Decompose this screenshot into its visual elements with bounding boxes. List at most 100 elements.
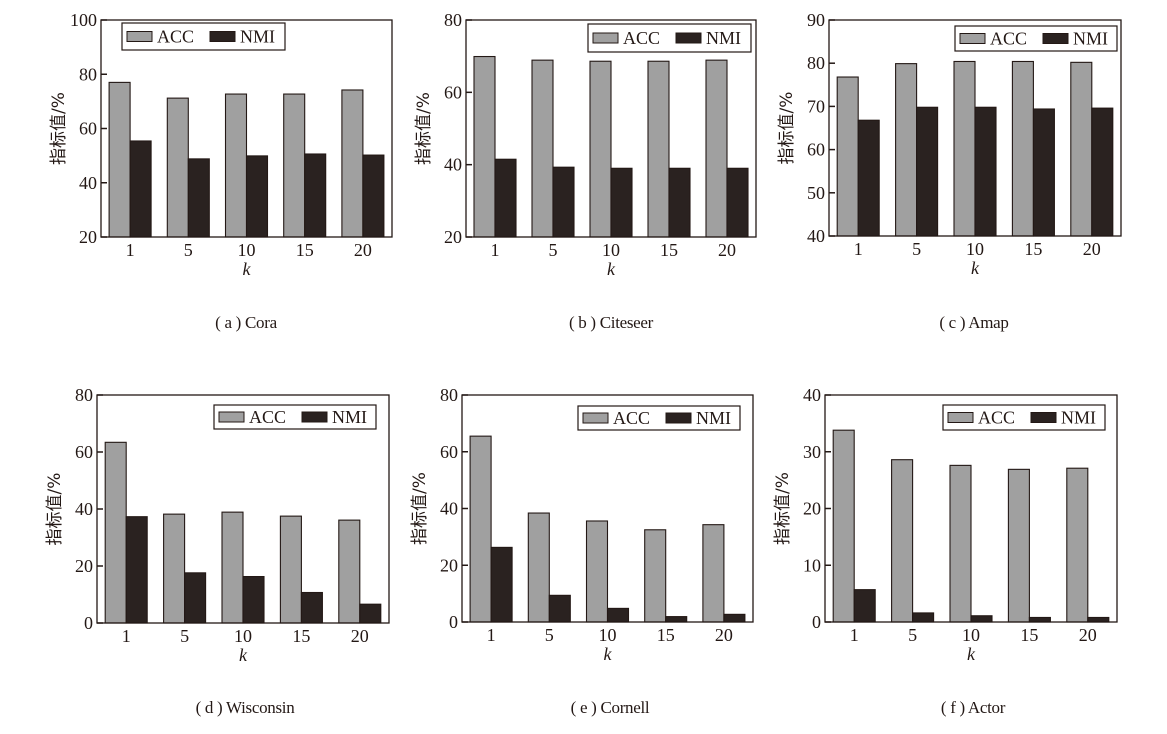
caption-c: ( c ) Amap bbox=[939, 313, 1009, 332]
y-tick-label: 90 bbox=[807, 10, 825, 30]
x-axis-label: k bbox=[604, 644, 613, 664]
x-tick-label: 10 bbox=[599, 625, 617, 645]
x-tick-label: 20 bbox=[715, 625, 733, 645]
y-tick-label: 20 bbox=[79, 227, 97, 247]
y-tick-label: 40 bbox=[807, 226, 825, 246]
caption-a: ( a ) Cora bbox=[215, 313, 277, 332]
bar-acc-k5 bbox=[891, 459, 914, 623]
y-tick-label: 100 bbox=[70, 10, 97, 30]
y-tick-label: 20 bbox=[440, 555, 458, 575]
x-tick-label: 20 bbox=[718, 240, 736, 260]
legend-label-acc: ACC bbox=[623, 28, 660, 48]
bar-acc-k1 bbox=[832, 429, 855, 623]
legend: ACC NMI bbox=[577, 405, 741, 431]
y-tick-label: 0 bbox=[84, 613, 93, 633]
x-tick-label: 5 bbox=[180, 626, 189, 646]
x-tick-label: 1 bbox=[854, 239, 863, 259]
x-tick-label: 10 bbox=[234, 626, 252, 646]
bar-acc-k1 bbox=[473, 55, 496, 238]
y-tick-label: 10 bbox=[803, 555, 821, 575]
bar-acc-k5 bbox=[531, 59, 554, 238]
chart-panel-d: 0 20 40 60 80 1 5 10 15 20 k 指标值/% ACC NMI ( d ) Wisc… bbox=[0, 380, 400, 734]
bar-nmi-k1 bbox=[129, 140, 152, 238]
legend-swatch-nmi bbox=[209, 31, 236, 42]
bar-nmi-k10 bbox=[610, 167, 633, 238]
legend-label-nmi: NMI bbox=[696, 408, 731, 428]
legend-label-acc: ACC bbox=[990, 29, 1027, 49]
y-tick-label: 80 bbox=[75, 385, 93, 405]
legend-swatch-acc bbox=[947, 412, 974, 423]
legend-swatch-nmi bbox=[675, 32, 702, 44]
legend-swatch-acc bbox=[592, 32, 619, 44]
bar-acc-k10 bbox=[949, 464, 972, 623]
x-tick-label: 10 bbox=[966, 239, 984, 259]
x-tick-label: 5 bbox=[912, 239, 921, 259]
bar-nmi-k5 bbox=[548, 594, 571, 623]
chart-panel-e: 0 20 40 60 80 1 5 10 15 20 k 指标值/% ACC NMI ( e ) Corn… bbox=[365, 380, 765, 734]
bar-acc-k20 bbox=[1066, 467, 1089, 623]
bar-nmi-k15 bbox=[1032, 108, 1055, 237]
bar-acc-k10 bbox=[589, 60, 612, 238]
bar-acc-k20 bbox=[338, 519, 361, 624]
bar-acc-k15 bbox=[647, 60, 670, 238]
legend-swatch-acc bbox=[126, 31, 153, 42]
x-tick-label: 15 bbox=[292, 626, 310, 646]
bar-acc-k10 bbox=[585, 520, 609, 623]
legend-swatch-nmi bbox=[301, 411, 328, 423]
bar-nmi-k20 bbox=[1087, 616, 1110, 623]
bar-nmi-k15 bbox=[304, 153, 327, 238]
x-tick-label: 1 bbox=[850, 625, 859, 645]
legend-label-acc: ACC bbox=[249, 407, 286, 427]
bar-acc-k20 bbox=[702, 524, 725, 623]
y-tick-label: 40 bbox=[75, 499, 93, 519]
bar-nmi-k1 bbox=[494, 158, 517, 238]
x-tick-label: 15 bbox=[296, 240, 314, 260]
bar-nmi-k5 bbox=[912, 612, 935, 623]
x-axis-label: k bbox=[239, 645, 248, 665]
y-tick-label: 40 bbox=[440, 499, 458, 519]
bar-nmi-k10 bbox=[974, 106, 997, 237]
x-tick-label: 10 bbox=[238, 240, 256, 260]
y-tick-label: 60 bbox=[807, 140, 825, 160]
bar-nmi-k5 bbox=[916, 106, 939, 237]
legend-label-nmi: NMI bbox=[240, 27, 275, 47]
bar-acc-k10 bbox=[221, 511, 244, 624]
legend-label-nmi: NMI bbox=[1061, 408, 1096, 428]
bar-nmi-k10 bbox=[242, 575, 265, 624]
y-tick-label: 40 bbox=[803, 385, 821, 405]
x-tick-label: 20 bbox=[351, 626, 369, 646]
bar-acc-k5 bbox=[163, 513, 186, 624]
bar-nmi-k5 bbox=[184, 572, 207, 624]
chart-panel-b: 20 40 60 80 1 5 10 15 20 k 指标值/% ACC NMI ( b ) Cites… bbox=[365, 0, 765, 350]
caption-e: ( e ) Cornell bbox=[570, 698, 650, 717]
bar-nmi-k10 bbox=[970, 615, 993, 623]
y-axis-label: 指标值/% bbox=[49, 92, 69, 165]
x-tick-label: 10 bbox=[602, 240, 620, 260]
bar-acc-k1 bbox=[104, 441, 127, 624]
x-tick-label: 15 bbox=[657, 625, 675, 645]
axes-frame bbox=[465, 19, 757, 238]
bar-acc-k5 bbox=[527, 512, 550, 623]
legend-swatch-nmi bbox=[1030, 412, 1057, 423]
y-tick-label: 60 bbox=[444, 82, 462, 102]
y-tick-label: 70 bbox=[807, 96, 825, 116]
caption-d: ( d ) Wisconsin bbox=[195, 698, 295, 717]
y-tick-label: 30 bbox=[803, 442, 821, 462]
y-tick-label: 40 bbox=[444, 155, 462, 175]
y-tick-label: 20 bbox=[803, 499, 821, 519]
bar-acc-k15 bbox=[644, 529, 667, 623]
x-tick-label: 5 bbox=[184, 240, 193, 260]
legend: ACC NMI bbox=[942, 404, 1106, 431]
legend-label-nmi: NMI bbox=[1073, 29, 1108, 49]
y-axis-label: 指标值/% bbox=[410, 472, 430, 545]
bar-acc-k20 bbox=[1070, 61, 1093, 237]
x-tick-label: 20 bbox=[354, 240, 372, 260]
x-tick-label: 20 bbox=[1083, 239, 1101, 259]
bar-acc-k15 bbox=[279, 515, 302, 624]
legend-label-acc: ACC bbox=[157, 27, 194, 47]
legend: ACC NMI bbox=[954, 25, 1118, 52]
bar-acc-k10 bbox=[953, 60, 976, 237]
legend-label-nmi: NMI bbox=[332, 407, 367, 427]
